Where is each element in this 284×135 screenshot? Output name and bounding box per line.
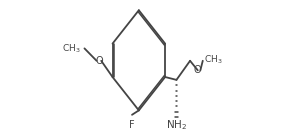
Text: CH$_3$: CH$_3$: [62, 42, 81, 55]
Text: CH$_3$: CH$_3$: [204, 54, 223, 66]
Text: O: O: [95, 56, 103, 66]
Text: F: F: [129, 120, 135, 130]
Text: O: O: [194, 65, 202, 75]
Text: NH$_2$: NH$_2$: [166, 118, 187, 132]
